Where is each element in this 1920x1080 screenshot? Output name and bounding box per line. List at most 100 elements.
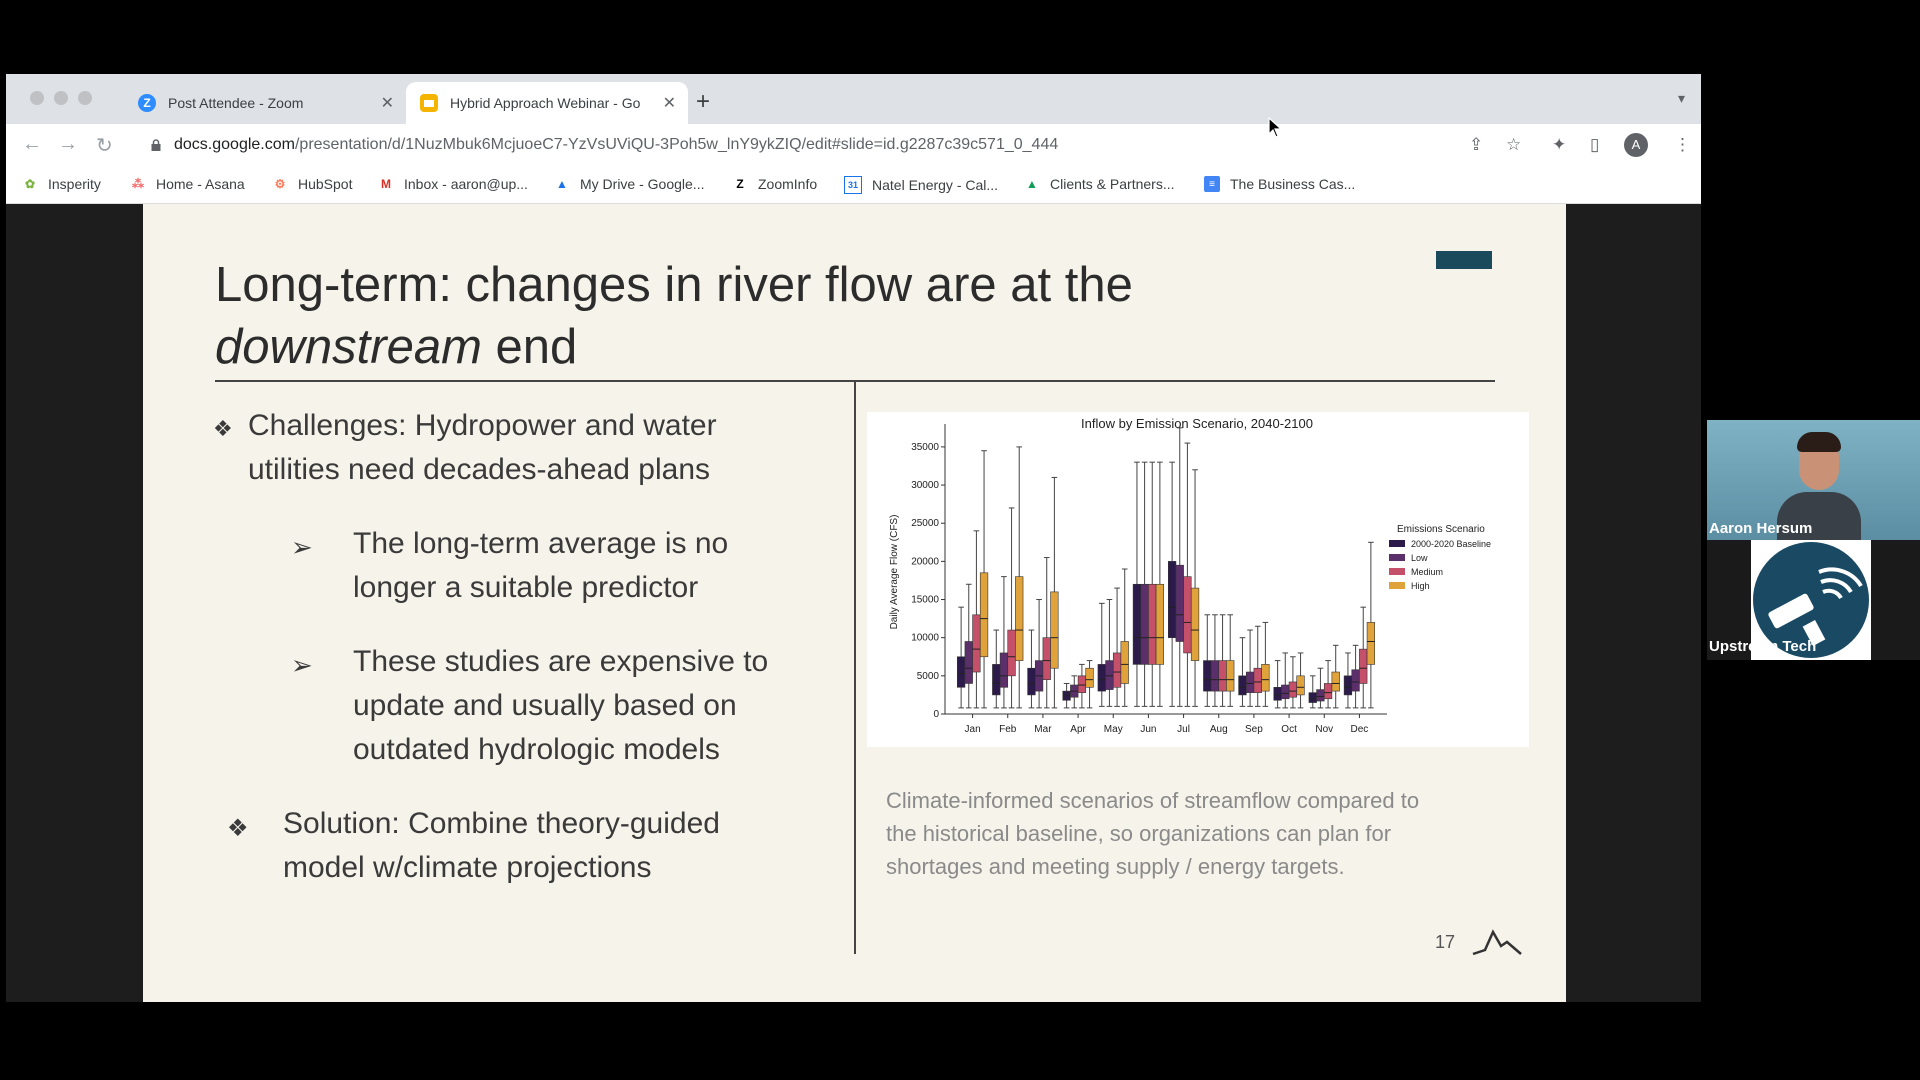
tab-title: Hybrid Approach Webinar - Go [450, 95, 641, 111]
close-window-button[interactable] [30, 91, 44, 105]
box-feb-0 [992, 664, 1001, 696]
y-tick-label: 10000 [911, 633, 939, 644]
bullet-solution: Solution: Combine theory-guided model w/… [283, 802, 720, 890]
participant-hair [1797, 432, 1841, 452]
zoom-icon: Z [138, 94, 156, 112]
bookmark-asana[interactable]: ⁂ Home - Asana [130, 176, 245, 192]
legend-title: Emissions Scenario [1397, 524, 1485, 535]
drive-icon: ▲ [556, 177, 568, 191]
profile-avatar[interactable]: A [1624, 133, 1648, 157]
participant-videos: Aaron Hersum Upstream Tech [1707, 420, 1920, 660]
side-panel-icon[interactable]: ▯ [1590, 135, 1600, 154]
star-icon[interactable]: ☆ [1506, 135, 1522, 154]
box-aug-1 [1210, 660, 1220, 692]
bookmark-insperity[interactable]: ✿ Insperity [22, 176, 101, 192]
x-tick-label: Jul [1177, 724, 1190, 735]
participant-video-upstream[interactable] [1751, 540, 1871, 660]
participant-figure [1777, 492, 1861, 540]
lock-icon [151, 139, 161, 151]
x-tick-label: Apr [1070, 724, 1086, 735]
x-tick-label: Aug [1210, 724, 1228, 735]
box-jan-0 [956, 656, 966, 688]
participant-name: Aaron Hersum [1709, 520, 1813, 537]
box-mar-0 [1027, 667, 1036, 696]
box-nov-3 [1331, 671, 1340, 692]
mouse-cursor-icon [1268, 117, 1283, 138]
x-tick-label: Mar [1034, 724, 1052, 735]
tab-post-attendee-zoom[interactable]: Z Post Attendee - Zoom ✕ [124, 82, 406, 124]
bookmark-business-case[interactable]: ≡ The Business Cas... [1204, 176, 1355, 192]
bookmark-zoominfo[interactable]: Z ZoomInfo [732, 176, 817, 192]
chart-svg: Inflow by Emission Scenario, 2040-2100 0 5… [889, 416, 1491, 735]
participant-video-aaron[interactable]: Aaron Hersum [1707, 420, 1920, 540]
calendar-icon: 31 [844, 176, 862, 194]
chevron-down-icon[interactable]: ▾ [1677, 90, 1685, 106]
box-sep-0 [1238, 675, 1247, 696]
bookmark-label: My Drive - Google... [580, 176, 705, 192]
box-feb-2 [1007, 629, 1016, 677]
bookmark-label: ZoomInfo [758, 176, 818, 192]
box-jan-1 [964, 641, 973, 684]
bookmark-clients-partners[interactable]: ▲ Clients & Partners... [1024, 176, 1174, 192]
y-tick-label: 0 [933, 709, 939, 720]
diamond-bullet-icon: ❖ [213, 416, 233, 441]
bookmark-natel-calendar[interactable]: 31 Natel Energy - Cal... [844, 176, 998, 194]
y-axis-label: Daily Average Flow (CFS) [889, 515, 900, 630]
legend-label: High [1411, 581, 1430, 591]
address-bar[interactable]: docs.google.com/presentation/d/1NuzMbuk6… [136, 129, 1456, 161]
chart-caption: Climate-informed scenarios of streamflow… [886, 784, 1486, 883]
box-nov-0 [1308, 692, 1317, 703]
hydrograph-logo-icon [1472, 929, 1522, 956]
asana-icon: ⁂ [132, 177, 144, 191]
docs-icon: ≡ [1204, 176, 1220, 192]
box-nov-2 [1323, 683, 1333, 700]
toolbar: ← → ↻ docs.google.com/presentation/d/1Nu… [6, 124, 1701, 166]
bullet-line: outdated hydrologic models [353, 733, 720, 766]
box-aug-0 [1203, 660, 1212, 692]
box-jun-3 [1155, 583, 1165, 665]
legend-label: Low [1411, 553, 1428, 563]
url-path: /presentation/d/1NuzMbuk6McjuoeC7-YzVsUV… [294, 136, 1059, 153]
bookmarks-bar: ✿ Insperity ⁂ Home - Asana ⚙ HubSpot M Inbox… [6, 166, 1701, 204]
menu-icon[interactable]: ⋮ [1674, 135, 1691, 154]
box-jul-1 [1175, 564, 1184, 642]
hubspot-icon: ⚙ [274, 177, 286, 191]
forward-icon[interactable]: → [58, 133, 78, 155]
box-jan-3 [979, 572, 989, 658]
box-jun-2 [1148, 583, 1157, 665]
back-icon[interactable]: ← [22, 133, 42, 155]
bookmark-gmail[interactable]: M Inbox - aaron@up... [378, 176, 528, 192]
y-tick-label: 5000 [917, 671, 940, 682]
box-may-3 [1120, 641, 1129, 684]
extensions-icon[interactable]: ✦ [1552, 135, 1567, 154]
bullet-line: The long-term average is no [353, 527, 729, 560]
box-aug-2 [1218, 660, 1227, 692]
diamond-bullet-icon: ❖ [227, 815, 249, 842]
share-icon[interactable]: ⇪ [1469, 135, 1484, 154]
reload-icon[interactable]: ↻ [96, 135, 113, 157]
arrow-bullet-icon: ➢ [291, 532, 313, 562]
minimize-window-button[interactable] [54, 91, 68, 105]
box-may-1 [1105, 660, 1114, 690]
participant-name: Upstream Tech [1709, 638, 1817, 655]
tab-hybrid-approach-webinar[interactable]: Hybrid Approach Webinar - Go ✕ [406, 82, 688, 124]
url-text: docs.google.com/presentation/d/1NuzMbuk6… [174, 136, 1058, 154]
bullet-studies-expensive: These studies are expensive to update an… [353, 640, 768, 772]
bookmark-label: Inbox - aaron@up... [404, 176, 528, 192]
maximize-window-button[interactable] [78, 91, 92, 105]
box-jan-2 [972, 614, 981, 673]
bullet-line: longer a suitable predictor [353, 571, 699, 604]
tab-title: Post Attendee - Zoom [168, 95, 304, 111]
insperity-icon: ✿ [24, 177, 36, 191]
y-tick-label: 35000 [911, 442, 939, 453]
new-tab-button[interactable]: + [696, 88, 711, 115]
column-divider [854, 382, 856, 954]
bookmark-my-drive[interactable]: ▲ My Drive - Google... [554, 176, 704, 192]
close-tab-icon[interactable]: ✕ [662, 95, 676, 112]
close-tab-icon[interactable]: ✕ [380, 95, 394, 112]
y-tick-label: 20000 [911, 556, 939, 567]
slide-canvas: Long-term: changes in river flow are at … [143, 204, 1566, 1002]
bullet-challenges: Challenges: Hydropower and water utiliti… [248, 404, 717, 492]
gmail-icon: M [381, 177, 391, 191]
bookmark-hubspot[interactable]: ⚙ HubSpot [272, 176, 353, 192]
